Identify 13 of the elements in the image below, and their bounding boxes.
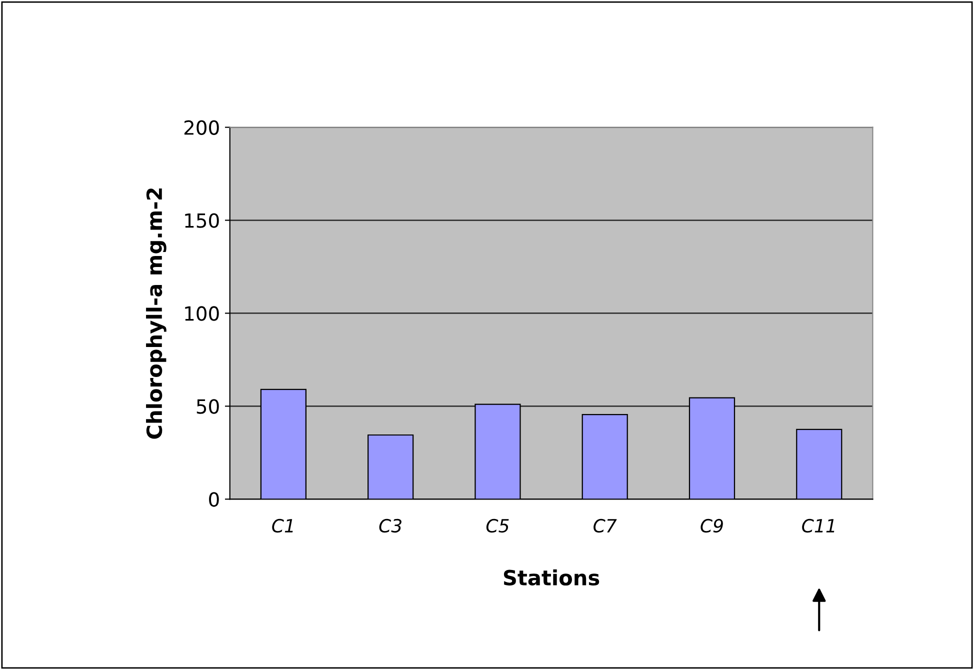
y-tick-label: 150 [185,213,219,228]
x-tick-label: C1 [272,518,293,533]
y-tick-label: 50 [196,399,219,414]
x-tick-label: C5 [486,518,509,533]
x-tick-label: C3 [379,518,402,533]
y-axis-title: Chlorophyll-a mg.m-2 [146,188,166,439]
x-tick-label: C7 [594,518,617,533]
y-tick-label: 0 [209,492,219,507]
y-tick-label: 200 [184,120,219,135]
y-tick-label: 100 [185,306,219,321]
x-tick-label: C11 [802,518,834,533]
x-tick-label: C9 [700,518,723,533]
x-axis-title: Stations [504,569,600,586]
